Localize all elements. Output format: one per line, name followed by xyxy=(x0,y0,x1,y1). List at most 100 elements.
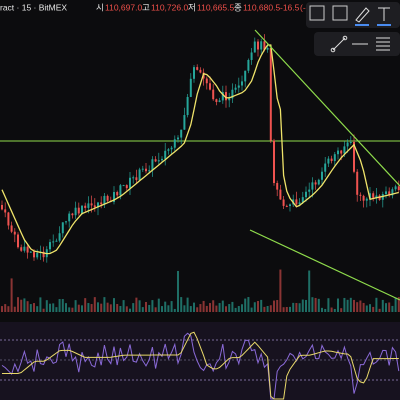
candle-body xyxy=(289,204,291,206)
candle-body xyxy=(90,203,93,206)
volume-bar xyxy=(397,297,400,312)
fib-tool[interactable] xyxy=(376,37,390,51)
volume-bar xyxy=(301,299,304,312)
volume-bar xyxy=(215,305,218,312)
moving-average xyxy=(1,44,399,255)
candle-body xyxy=(180,129,183,138)
volume-bar xyxy=(305,299,307,312)
volume-bar xyxy=(209,303,211,312)
volume-bar xyxy=(308,270,311,312)
candle-body xyxy=(327,158,330,164)
candle-body xyxy=(119,185,122,196)
candle-body xyxy=(151,159,154,171)
volume-bar xyxy=(135,297,138,312)
volume-bar xyxy=(228,304,231,312)
volume-bar xyxy=(231,301,234,312)
volume-bar xyxy=(164,301,167,312)
candle-body xyxy=(394,186,397,190)
volume-bar xyxy=(151,300,154,312)
volume-bar xyxy=(4,304,7,312)
volume-bar xyxy=(388,302,391,312)
change: -16.5 xyxy=(280,2,300,12)
ohlc-label: 저 xyxy=(188,2,196,12)
candle-body xyxy=(353,141,355,172)
candle-body xyxy=(228,98,231,101)
volume-bar xyxy=(260,299,263,312)
candle-body xyxy=(263,41,266,50)
volume-bar xyxy=(247,297,250,312)
volume-bar xyxy=(109,304,112,312)
candle-body xyxy=(10,225,13,232)
candle-body xyxy=(36,252,39,258)
volume-bar xyxy=(292,302,295,312)
candle-body xyxy=(225,92,227,101)
volume-bar xyxy=(17,297,19,312)
indicator-pane xyxy=(0,322,400,400)
candle-body xyxy=(145,168,147,172)
candle-body xyxy=(170,147,173,150)
volume-bar xyxy=(343,297,346,312)
volume-bar xyxy=(330,307,333,312)
pen-icon[interactable] xyxy=(355,7,370,23)
volume-bar xyxy=(346,299,349,312)
volume-bar xyxy=(81,305,83,312)
candle-body xyxy=(77,207,80,214)
volume-bar xyxy=(119,305,122,312)
volume-bar xyxy=(257,301,259,312)
volume-bar xyxy=(154,307,157,312)
candle-body xyxy=(266,47,269,50)
volume-bar xyxy=(333,308,336,312)
candle-body xyxy=(164,150,167,159)
candle-body xyxy=(189,78,192,97)
candle-body xyxy=(365,198,368,201)
candle-body xyxy=(276,182,279,190)
candle-body xyxy=(20,247,23,251)
candle-body xyxy=(129,177,131,189)
candle-body xyxy=(29,251,32,253)
candle-body xyxy=(314,182,317,185)
line-tool[interactable] xyxy=(332,37,346,51)
volume-bar xyxy=(55,307,58,312)
candle-body xyxy=(385,191,387,195)
candle-body xyxy=(26,246,29,253)
volume-bar xyxy=(148,304,151,312)
volume-bar xyxy=(212,300,215,312)
volume-bar xyxy=(93,297,96,312)
candle-body xyxy=(260,41,263,50)
volume-bar xyxy=(321,307,323,312)
candle-body xyxy=(161,158,163,161)
candle-body xyxy=(337,150,339,155)
volume-bar xyxy=(356,302,359,312)
toolbar xyxy=(306,2,400,56)
volume-bar xyxy=(353,299,355,312)
candle-body xyxy=(340,150,343,154)
volume-bar xyxy=(1,306,3,312)
volume-bar xyxy=(266,306,269,312)
candle-body xyxy=(305,191,307,198)
text-icon[interactable] xyxy=(378,7,390,21)
volume-bar xyxy=(68,307,71,312)
candle-body xyxy=(295,199,298,205)
volume-bar xyxy=(61,299,64,312)
volume-bar xyxy=(180,297,183,312)
volume-bar xyxy=(362,302,365,312)
volume-bar xyxy=(39,297,42,312)
volume-bar xyxy=(170,301,173,312)
candle-body xyxy=(372,193,375,198)
volume-bar xyxy=(317,298,320,312)
candle-body xyxy=(173,139,176,148)
candle-body xyxy=(253,41,256,53)
volume-bar xyxy=(161,306,163,312)
candles xyxy=(1,34,400,263)
candle-body xyxy=(55,240,58,242)
tool-icon[interactable] xyxy=(309,5,325,21)
candle-body xyxy=(234,87,237,90)
volume-bar xyxy=(314,297,317,312)
ohlc-label: 종 xyxy=(234,2,242,12)
volume-bar xyxy=(225,306,227,312)
symbol: ract · 15 · BitMEX xyxy=(0,2,67,12)
tool-icon[interactable] xyxy=(332,5,348,21)
candle-body xyxy=(247,59,250,71)
volume-bar xyxy=(122,300,125,312)
